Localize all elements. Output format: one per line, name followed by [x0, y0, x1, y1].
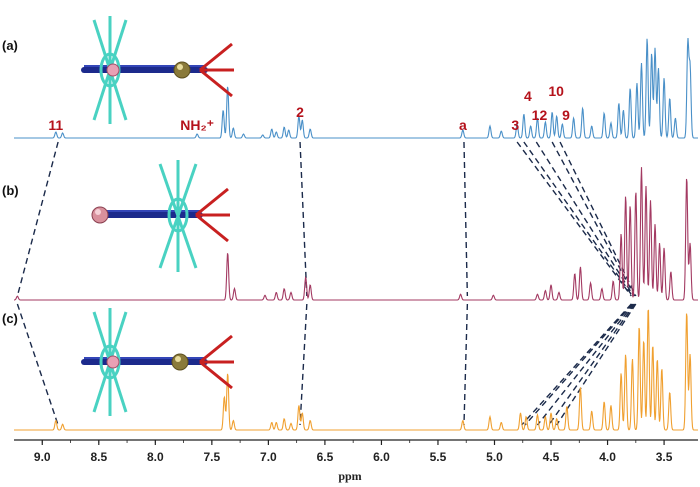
- peak-label-7: 12: [532, 107, 548, 123]
- correlation-bc-4: [524, 303, 633, 426]
- correlation-bc-11: [16, 303, 59, 426]
- rotaxane-cartoon-a: [81, 16, 234, 124]
- x-tick-label-10: 4.5: [543, 450, 560, 464]
- x-tick-label-5: 7.0: [260, 450, 277, 464]
- correlation-ab-a: [463, 141, 469, 297]
- peak-label-1: 11: [48, 117, 63, 133]
- x-tick-label-12: 3.5: [656, 450, 673, 464]
- peak-label-8: 10: [548, 83, 564, 99]
- panel-label-2: (b): [2, 183, 19, 198]
- correlation-bc-12: [536, 303, 635, 426]
- x-tick-label-4: 7.5: [204, 450, 221, 464]
- correlation-ab-12: [535, 141, 635, 297]
- spectra: [14, 37, 698, 431]
- correlation-ab-10: [551, 141, 636, 297]
- correlation-ab-4: [523, 141, 633, 297]
- correlation-bc-3: [521, 303, 632, 426]
- x-tick-label-11: 4.0: [599, 450, 616, 464]
- x-axis: 9.0 8.5 8.0 7.5 7.0 6.5 6.0 5.5 5.0 4.5 4.0 3.5 ppm: [14, 439, 698, 483]
- x-axis-ticks: 9.0 8.5 8.0 7.5 7.0 6.5 6.0 5.5 5.0 4.5 4.0 3.5: [34, 440, 673, 464]
- correlation-ab-11: [16, 141, 59, 297]
- x-tick-label-6: 6.5: [317, 450, 334, 464]
- correlation-ab-2: [299, 141, 308, 297]
- x-tick-label-2: 8.5: [90, 450, 107, 464]
- correlation-ab-3: [516, 141, 632, 297]
- panel-label-1: (a): [2, 38, 18, 53]
- correlation-bc-9: [556, 303, 637, 426]
- x-tick-label-3: 8.0: [147, 450, 164, 464]
- x-tick-label-8: 5.5: [430, 450, 447, 464]
- correlation-ab-9: [559, 141, 637, 297]
- x-tick-label-9: 5.0: [486, 450, 503, 464]
- peak-label-4: a: [459, 117, 467, 133]
- peak-label-2: NH₂⁺: [180, 117, 214, 133]
- correlation-bc-2: [299, 303, 308, 426]
- correlation-bc-a: [463, 303, 469, 426]
- spectrum-line-1: [14, 37, 698, 139]
- peak-label-3: 2: [296, 104, 304, 120]
- correlation-bc-10: [548, 303, 636, 426]
- correlation-lines: [16, 141, 637, 426]
- peak-label-9: 9: [562, 107, 570, 123]
- rotaxane-cartoon-c: [81, 308, 234, 416]
- peak-label-5: 3: [511, 117, 519, 133]
- spectrum-line-3: [14, 309, 698, 431]
- spectrum-line-2: [14, 167, 698, 301]
- panel-label-3: (c): [2, 311, 18, 326]
- rotaxane-cartoon-b: [91, 160, 230, 272]
- peak-label-6: 4: [524, 88, 532, 104]
- x-tick-label-1: 9.0: [34, 450, 51, 464]
- x-tick-label-7: 6.0: [373, 450, 390, 464]
- x-axis-title: ppm: [338, 469, 361, 483]
- panel-labels: (a) (b) (c): [2, 38, 19, 326]
